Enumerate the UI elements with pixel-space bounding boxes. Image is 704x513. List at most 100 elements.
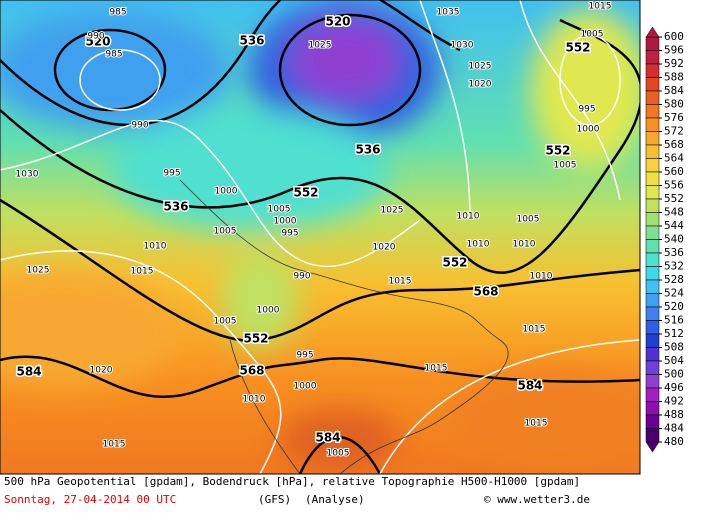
color-legend: 6005965925885845805765725685645605565525… [645, 26, 684, 453]
legend-label: 496 [664, 381, 684, 394]
legend-swatch [645, 225, 660, 240]
legend-label: 556 [664, 179, 684, 192]
legend-swatch [645, 90, 660, 105]
legend-swatch [645, 131, 660, 146]
legend-swatch [645, 374, 660, 389]
contour-label: 552 [243, 332, 268, 346]
legend-label: 588 [664, 71, 684, 84]
legend-label: 504 [664, 354, 684, 367]
legend-label: 488 [664, 408, 684, 421]
legend-label: 576 [664, 111, 684, 124]
legend-label: 508 [664, 341, 684, 354]
isobar-label: 1000 [257, 306, 280, 316]
legend-label: 592 [664, 57, 684, 70]
legend-swatch [645, 428, 660, 443]
legend-label: 516 [664, 314, 684, 327]
legend-swatch [645, 63, 660, 78]
contour-label: 584 [517, 379, 542, 393]
legend-swatch [645, 252, 660, 267]
isobar-label: 990 [131, 121, 148, 131]
footer-model: (GFS) [258, 493, 291, 506]
contour-label: 552 [545, 144, 570, 158]
contour-label: 520 [325, 15, 350, 29]
legend-swatch [645, 320, 660, 335]
isobar-label: 1010 [513, 240, 536, 250]
legend-swatch [645, 185, 660, 200]
contour-label: 536 [239, 34, 264, 48]
isobar-label: 1025 [309, 41, 332, 51]
contour-label: 568 [473, 285, 498, 299]
isobar-label: 1005 [554, 161, 577, 171]
isobar-label: 1010 [144, 242, 167, 252]
isobar-label: 1025 [469, 62, 492, 72]
map: 520 536 520 552 536 552 536 552 552 568 552 568 584 5… [0, 0, 640, 474]
legend-label: 524 [664, 287, 684, 300]
isobar-label: 1010 [457, 212, 480, 222]
isobar-label: 1005 [517, 215, 540, 225]
legend-label: 520 [664, 300, 684, 313]
isobar-label: 1005 [214, 227, 237, 237]
legend-label: 596 [664, 44, 684, 57]
isobar-label: 995 [163, 169, 180, 179]
footer-credit: © www.wetter3.de [484, 493, 590, 506]
legend-label: 512 [664, 327, 684, 340]
legend-label: 500 [664, 368, 684, 381]
legend-swatch [645, 401, 660, 416]
legend-label: 552 [664, 192, 684, 205]
footer-title: 500 hPa Geopotential [gpdam], Bodendruck… [4, 475, 580, 488]
legend-swatch [645, 36, 660, 51]
isobar-label: 1010 [530, 272, 553, 282]
isobar-label: 1000 [577, 125, 600, 135]
isobar-label: 1000 [274, 217, 297, 227]
legend-label: 540 [664, 233, 684, 246]
legend-swatch [645, 387, 660, 402]
isobar-label: 1015 [389, 277, 412, 287]
isobar-label: 1025 [381, 206, 404, 216]
legend-label: 572 [664, 125, 684, 138]
footer-date: Sonntag, 27-04-2014 00 UTC [4, 493, 176, 506]
isobar-label: 1025 [27, 266, 50, 276]
contour-label: 552 [565, 41, 590, 55]
isobar-label: 985 [105, 50, 122, 60]
isobar-label: 1005 [327, 449, 350, 459]
legend-swatch [645, 414, 660, 429]
legend-swatch [645, 266, 660, 281]
isobar-label: 1020 [469, 80, 492, 90]
contour-label: 536 [355, 143, 380, 157]
legend-swatch [645, 212, 660, 227]
legend-label: 528 [664, 273, 684, 286]
contour-label: 568 [239, 364, 264, 378]
isobar-label: 1010 [467, 240, 490, 250]
legend-swatch [645, 306, 660, 321]
contour-label: 584 [315, 431, 340, 445]
legend-swatch [645, 144, 660, 159]
isobar-label: 1015 [525, 419, 548, 429]
legend-label: 548 [664, 206, 684, 219]
legend-label: 560 [664, 165, 684, 178]
isobar-label: 995 [578, 105, 595, 115]
legend-swatch [645, 198, 660, 213]
legend-swatch [645, 347, 660, 362]
legend-arrow [645, 441, 660, 453]
legend-label: 564 [664, 152, 684, 165]
isobar-label: 1015 [589, 2, 612, 12]
contour-label: 552 [442, 256, 467, 270]
isobar-label: 995 [296, 351, 313, 361]
legend-label: 492 [664, 395, 684, 408]
legend-swatch [645, 333, 660, 348]
isobar-label: 1020 [90, 366, 113, 376]
legend-label: 600 [664, 30, 684, 43]
isobar-label: 995 [281, 229, 298, 239]
contour-label: 536 [163, 200, 188, 214]
legend-arrow [645, 26, 660, 38]
legend-swatch [645, 171, 660, 186]
legend-swatch [645, 279, 660, 294]
isobar-label: 1015 [131, 267, 154, 277]
legend-label: 536 [664, 246, 684, 259]
isobar-label: 1035 [437, 8, 460, 18]
legend-swatch [645, 104, 660, 119]
isobar-label: 1015 [425, 364, 448, 374]
contour-label: 520 [85, 35, 110, 49]
isobar-label: 990 [293, 272, 310, 282]
